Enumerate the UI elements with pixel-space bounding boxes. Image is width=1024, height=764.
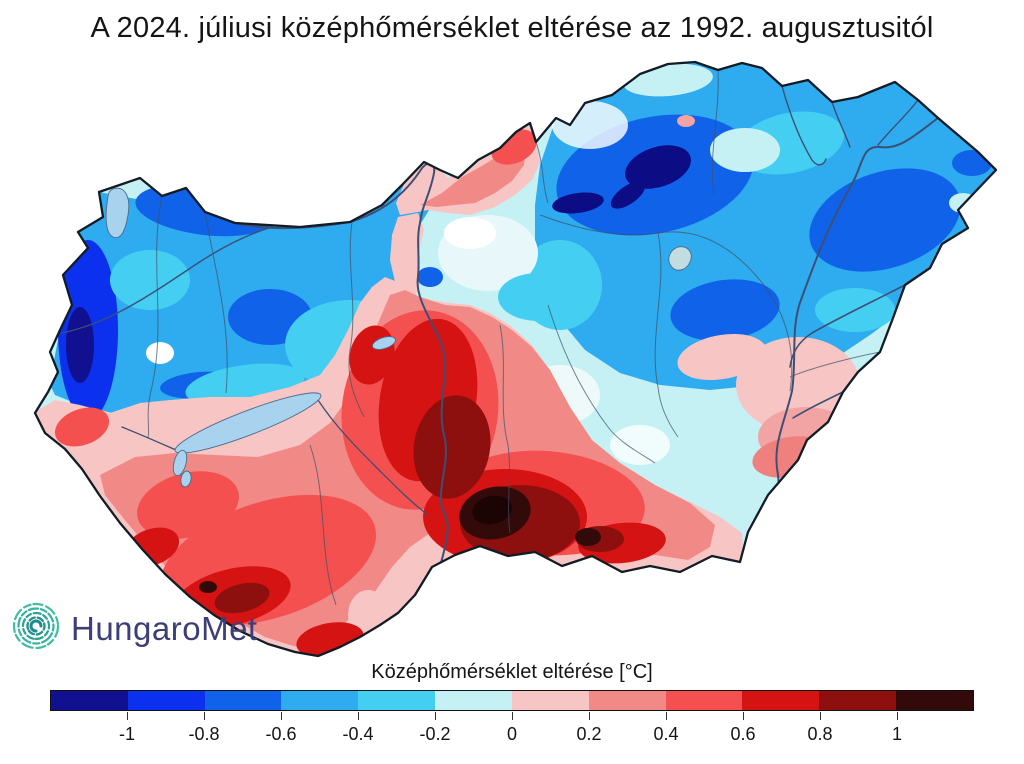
hungary-map-svg (33, 60, 998, 658)
tick-mark (281, 712, 282, 720)
tick-mark (512, 712, 513, 720)
colorbar (50, 690, 974, 711)
lake-balaton (174, 392, 322, 454)
tick-mark (665, 712, 667, 720)
tick-label: -0.4 (342, 724, 374, 744)
tick-mark (820, 712, 821, 720)
tick-label: -0.6 (265, 724, 297, 744)
logo-text: HungaroMet (71, 609, 258, 647)
colorbar-segment (819, 691, 897, 710)
hungaromet-logo: HungaroMet (8, 598, 258, 659)
hungary-border (33, 60, 998, 658)
county-borders (147, 69, 881, 606)
tick-mark (357, 712, 359, 720)
tick-label: 0.6 (730, 724, 756, 744)
colorbar-segment (665, 691, 743, 710)
colorbar-segment (742, 691, 820, 710)
anomaly-map (0, 55, 1024, 670)
danube-river (234, 162, 449, 606)
tick-mark (897, 712, 898, 720)
colorbar-segment (127, 691, 205, 710)
kis-balaton-2 (180, 470, 192, 488)
sajo-river (781, 85, 827, 166)
tick-label: -0.2 (419, 724, 451, 744)
tick-label: 0 (506, 724, 518, 744)
colorbar-segment (204, 691, 282, 710)
tick-label: 1 (891, 724, 903, 744)
tick-mark (435, 712, 436, 720)
map-title: A 2024. júliusi középhőmérséklet eltérés… (90, 12, 934, 44)
colorbar-segment (896, 691, 973, 710)
sio-river (317, 399, 429, 516)
tick-mark (589, 712, 590, 720)
colorbar-segment (281, 691, 359, 710)
colorbar-segment (435, 691, 512, 710)
tisza-river (755, 117, 939, 556)
szamos-river (877, 99, 919, 146)
kis-balaton (172, 449, 188, 477)
maros-river (792, 391, 844, 419)
tick-mark (203, 712, 205, 720)
lake-ferto (105, 187, 130, 239)
koros-river (789, 284, 906, 368)
tick-label: 0.2 (576, 724, 602, 744)
colorbar-ticks: -1 -0.8 -0.6 -0.4 -0.2 0 0.2 0.4 0.6 0.8 1 (50, 711, 974, 756)
tick-mark (743, 712, 744, 720)
lake-tisza (668, 246, 692, 271)
colorbar-segment (511, 691, 589, 710)
bodrog-river (831, 101, 851, 148)
rivers (61, 85, 939, 606)
spiral-logo-icon (8, 598, 64, 659)
colorbar-segment (358, 691, 436, 710)
lakes (105, 187, 692, 488)
tick-mark (126, 712, 128, 720)
tick-label: -1 (118, 724, 135, 744)
zala-river (121, 426, 177, 451)
tick-label: -0.8 (188, 724, 220, 744)
raba-river (61, 226, 273, 334)
anomaly-field (35, 62, 996, 656)
lake-velence (372, 336, 396, 350)
colorbar-segment (51, 691, 128, 710)
tick-label: 0.8 (807, 724, 833, 744)
legend-label: Középhőmérséklet eltérése [°C] (371, 661, 653, 683)
tick-label: 0.4 (653, 724, 679, 744)
colorbar-segment (588, 691, 666, 710)
